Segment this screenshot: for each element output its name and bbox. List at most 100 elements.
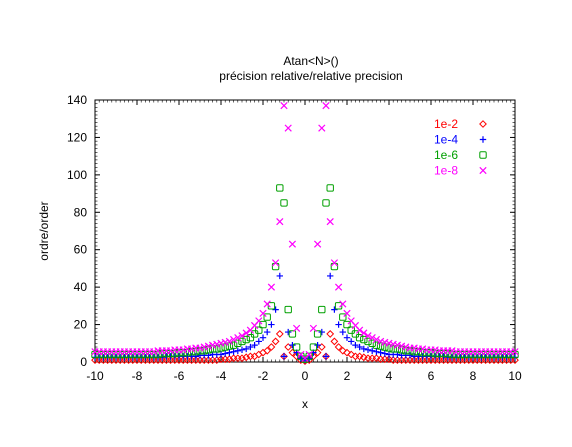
y-tick-label: 100: [67, 168, 87, 182]
data-point: [368, 334, 376, 342]
data-point: [389, 345, 397, 353]
data-point: [335, 321, 342, 328]
data-point: [372, 341, 381, 349]
data-point: [217, 351, 225, 358]
data-point: [348, 338, 355, 345]
data-point: [381, 350, 388, 357]
data-point: [326, 330, 335, 338]
data-point: [318, 305, 326, 314]
data-point: [355, 333, 364, 342]
data-point: [255, 338, 262, 345]
data-point: [234, 347, 241, 354]
y-tick-label: 60: [74, 243, 88, 257]
data-point: [322, 101, 330, 110]
data-point: [313, 348, 322, 357]
series-1e-6: [91, 184, 519, 363]
data-point: [318, 124, 326, 132]
x-tick-label: 2: [344, 369, 351, 383]
data-point: [364, 346, 372, 354]
x-tick-label: 6: [428, 369, 435, 383]
data-point: [238, 346, 246, 354]
legend: 1e-2 1e-41e-6 1e-8: [434, 117, 487, 178]
data-point: [330, 337, 339, 346]
data-point: [271, 337, 280, 346]
legend-marker: [479, 166, 487, 175]
legend-label: 1e-2: [434, 117, 458, 131]
data-point: [150, 348, 158, 356]
data-point: [330, 259, 339, 267]
data-point: [327, 272, 334, 280]
data-point: [276, 184, 284, 192]
data-point: [448, 347, 456, 355]
data-point: [242, 335, 250, 344]
data-point: [225, 337, 234, 346]
series-1e-2: [91, 330, 519, 365]
data-point: [355, 352, 364, 361]
data-point: [305, 352, 313, 361]
x-axis-label: x: [302, 397, 308, 411]
data-point: [247, 343, 254, 351]
data-point: [393, 341, 402, 349]
data-point: [284, 343, 293, 351]
data-point: [381, 338, 389, 346]
data-point: [351, 330, 360, 338]
data-point: [376, 337, 385, 346]
data-point: [250, 330, 259, 338]
data-point: [377, 349, 384, 356]
data-point: [242, 353, 251, 362]
data-point: [347, 350, 356, 359]
data-point: [418, 345, 427, 353]
data-point: [267, 343, 276, 351]
y-axis-label: ordre/order: [37, 201, 51, 260]
legend-marker: [479, 151, 487, 159]
data-point: [339, 328, 346, 336]
data-point: [284, 305, 292, 314]
data-point: [221, 338, 229, 346]
data-point: [339, 313, 347, 321]
data-point: [192, 353, 199, 360]
data-point: [288, 348, 297, 357]
data-point: [389, 340, 397, 348]
data-point: [297, 355, 304, 362]
data-point: [359, 353, 368, 362]
data-point: [255, 317, 263, 325]
data-point: [268, 321, 275, 328]
chart-subtitle: précision relative/relative precision: [219, 69, 402, 83]
data-point: [196, 344, 204, 352]
data-point: [322, 199, 330, 207]
data-point: [212, 356, 221, 365]
data-point: [372, 354, 381, 363]
data-point: [364, 337, 372, 346]
data-point: [406, 352, 414, 359]
y-tick-label: 40: [74, 280, 88, 294]
data-point: [225, 355, 234, 364]
data-point: [226, 349, 233, 356]
data-point: [322, 353, 330, 360]
data-point: [343, 320, 351, 329]
x-tick-label: 10: [508, 369, 522, 383]
data-point: [276, 272, 283, 280]
data-point: [306, 355, 313, 362]
data-point: [259, 309, 267, 317]
x-tick-label: -2: [258, 369, 269, 383]
data-point: [343, 309, 351, 317]
data-point: [234, 339, 242, 347]
data-point: [347, 326, 355, 334]
data-point: [402, 343, 410, 351]
data-point: [238, 337, 246, 346]
data-point: [289, 341, 296, 349]
x-tick-label: -8: [132, 369, 143, 383]
data-point: [246, 333, 255, 342]
data-point: [288, 240, 297, 248]
data-point: [364, 332, 372, 340]
data-point: [271, 259, 280, 267]
data-point: [360, 335, 368, 344]
data-point: [234, 334, 242, 342]
data-point: [276, 218, 284, 226]
y-tick-label: 80: [74, 205, 88, 219]
data-point: [373, 348, 380, 355]
data-point: [318, 328, 325, 336]
data-point: [204, 342, 213, 350]
legend-marker: [479, 120, 487, 128]
